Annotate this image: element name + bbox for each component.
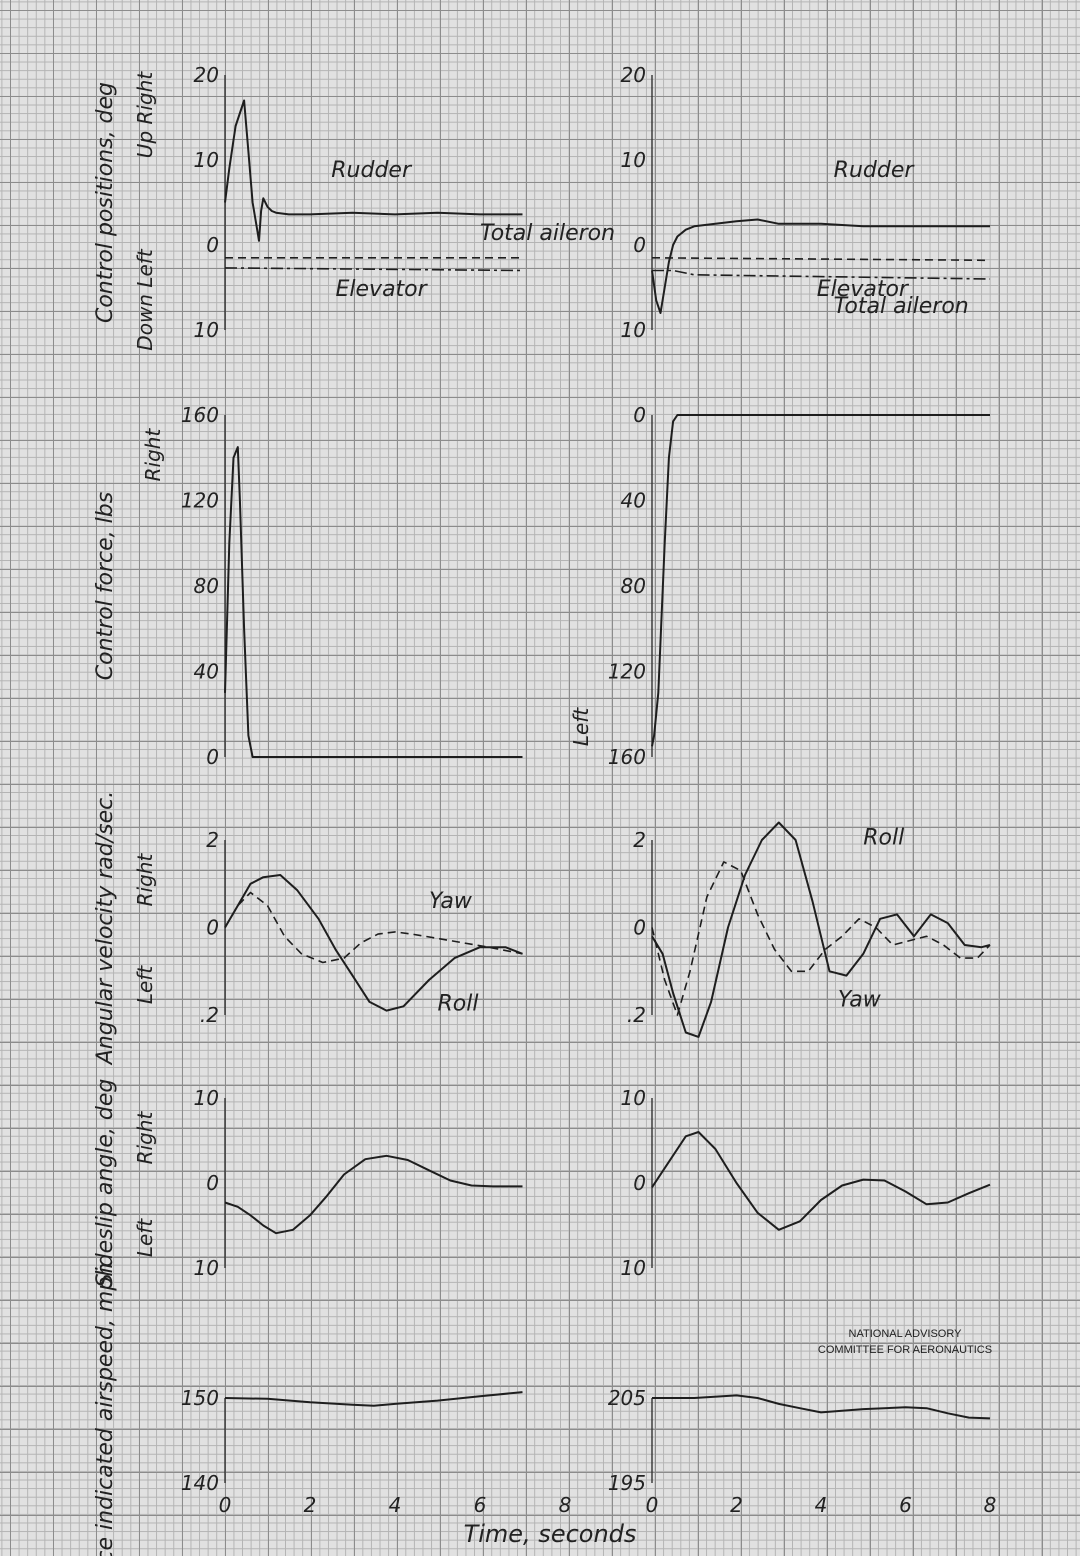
sideslip-angle-direction-up: Right [133, 1111, 157, 1165]
control-force-left-tick-label: 160 [181, 403, 219, 427]
angular-velocity-direction-down: Left [133, 965, 157, 1004]
angular-velocity-right-label-yaw: Yaw [838, 987, 882, 1012]
control-positions-right-tick-label: 10 [621, 148, 646, 172]
sideslip-angle-left-sideslip-line [224, 1154, 523, 1235]
control-positions-right-total-aileron-line [651, 257, 991, 262]
sideslip-angle-direction-down: Left [133, 1218, 157, 1257]
control-positions-right-tick-label: 20 [621, 63, 646, 87]
angular-velocity-left-label-yaw: Yaw [429, 889, 473, 914]
control-positions-right-rudder-line [651, 218, 990, 314]
angular-velocity-left-tick-label: 0 [206, 916, 219, 940]
control-positions-ylabel: Control positions, deg [93, 82, 118, 323]
control-positions-right-label-rudder: Rudder [834, 158, 916, 183]
sideslip-angle-ylabel: Sideslip angle, deg [93, 1079, 118, 1288]
angular-velocity-right-label-roll: Roll [863, 825, 904, 850]
control-force-right-tick-label: 0 [633, 403, 646, 427]
airspeed-right-tick-label: 205 [608, 1386, 646, 1410]
control-force-direction-right-panel: Left [569, 707, 593, 746]
control-positions-left-tick-label: 20 [194, 63, 219, 87]
angular-velocity-left-tick-label: 2 [206, 828, 219, 852]
naca-stamp-line1: NATIONAL ADVISORY [848, 1328, 962, 1340]
control-force-right-force-line [651, 414, 990, 747]
control-force-right-tick-label: 160 [608, 745, 646, 769]
control-positions-direction-down: Down Left [133, 248, 157, 351]
angular-velocity-right-yaw-line [651, 861, 991, 1016]
control-force-left-tick-label: 120 [181, 489, 219, 513]
control-positions-left-label-rudder: Rudder [331, 158, 413, 183]
angular-velocity-ylabel: Angular velocity rad/sec. [93, 791, 118, 1067]
airspeed-right-tick-label: 195 [608, 1471, 646, 1495]
control-positions-left-elevator-line [224, 267, 523, 272]
time-tick-right: 4 [815, 1493, 828, 1517]
time-tick-right: 2 [730, 1493, 743, 1517]
time-axis-title: Time, seconds [464, 1520, 637, 1548]
control-positions-direction-up: Up Right [133, 71, 157, 159]
sideslip-angle-right-tick-label: 0 [633, 1171, 646, 1195]
airspeed-right-airspeed-line [652, 1394, 991, 1420]
angular-velocity-right-tick-label: 2 [633, 828, 646, 852]
control-force-left-tick-label: 0 [206, 745, 219, 769]
control-force-left-tick-label: 80 [194, 574, 219, 598]
time-tick-right: 8 [984, 1493, 997, 1517]
naca-stamp: NATIONAL ADVISORY COMMITTEE FOR AERONAUT… [800, 1326, 1010, 1358]
control-force-right-tick-label: 120 [608, 660, 646, 684]
control-force-ylabel: Control force, lbs [93, 492, 118, 680]
airspeed-left-tick-label: 150 [181, 1386, 219, 1410]
sideslip-angle-left-tick-label: 10 [194, 1256, 219, 1280]
control-positions-left-label-total-aileron: Total aileron [480, 221, 615, 246]
control-positions-left-rudder-line [224, 99, 523, 242]
airspeed-left-airspeed-line [224, 1391, 523, 1407]
sideslip-angle-right-sideslip-line [651, 1131, 991, 1231]
control-force-left-force-line [224, 446, 523, 758]
control-positions-left-label-elevator: Elevator [336, 277, 429, 302]
time-tick-left: 0 [219, 1493, 232, 1517]
time-tick-left: 6 [474, 1493, 487, 1517]
angular-velocity-left-tick-label: .2 [200, 1003, 219, 1027]
control-positions-right-label-total-aileron: Total aileron [834, 294, 969, 319]
airspeed-ylabel: Service indicated airspeed, mph [93, 1263, 118, 1556]
control-positions-left-tick-label: 10 [194, 318, 219, 342]
control-positions-right-tick-label: 0 [633, 233, 646, 257]
sideslip-angle-right-tick-label: 10 [621, 1086, 646, 1110]
control-force-right-tick-label: 40 [621, 489, 646, 513]
control-force-left-tick-label: 40 [194, 660, 219, 684]
sideslip-angle-left-tick-label: 10 [194, 1086, 219, 1110]
airspeed-left-tick-label: 140 [181, 1471, 219, 1495]
control-positions-left-tick-label: 0 [206, 233, 219, 257]
angular-velocity-right-tick-label: 0 [633, 916, 646, 940]
angular-velocity-left-label-roll: Roll [438, 992, 479, 1017]
sideslip-angle-left-tick-label: 0 [206, 1171, 219, 1195]
naca-stamp-line2: COMMITTEE FOR AERONAUTICS [817, 1344, 993, 1356]
control-force-direction-left-panel: Right [141, 428, 165, 482]
control-positions-right-tick-label: 10 [621, 318, 646, 342]
time-tick-right: 6 [899, 1493, 912, 1517]
time-tick-left: 2 [304, 1493, 317, 1517]
sideslip-angle-right-tick-label: 10 [621, 1256, 646, 1280]
angular-velocity-left-roll-line [224, 874, 523, 1012]
angular-velocity-direction-up: Right [133, 853, 157, 907]
control-positions-left-tick-label: 10 [194, 148, 219, 172]
time-tick-right: 0 [646, 1493, 659, 1517]
control-positions-right-label-elevator: Elevator [817, 277, 910, 302]
angular-velocity-right-tick-label: .2 [627, 1003, 646, 1027]
angular-velocity-right-roll-line [651, 821, 991, 1038]
time-tick-left: 8 [559, 1493, 572, 1517]
control-force-right-tick-label: 80 [621, 574, 646, 598]
control-positions-right-elevator-line [652, 269, 991, 280]
time-tick-left: 4 [389, 1493, 402, 1517]
angular-velocity-left-yaw-line [224, 891, 523, 964]
